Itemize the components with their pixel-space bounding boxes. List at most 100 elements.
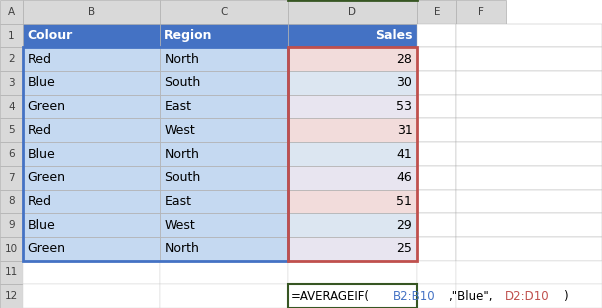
Bar xyxy=(160,95,288,119)
Bar xyxy=(456,166,602,189)
Text: E: E xyxy=(433,7,440,17)
Bar xyxy=(417,213,456,237)
Bar xyxy=(456,24,602,47)
Text: ): ) xyxy=(563,290,567,303)
Bar xyxy=(23,0,160,24)
Bar xyxy=(456,284,602,308)
Text: Green: Green xyxy=(28,100,66,113)
Bar xyxy=(417,166,456,189)
Bar xyxy=(0,284,23,308)
Bar xyxy=(417,261,456,284)
Text: West: West xyxy=(164,219,195,232)
Text: 7: 7 xyxy=(8,173,15,183)
Text: Red: Red xyxy=(28,124,52,137)
Text: 1: 1 xyxy=(8,30,15,41)
Text: 31: 31 xyxy=(397,124,412,137)
Text: 3: 3 xyxy=(8,78,15,88)
Text: Green: Green xyxy=(28,242,66,255)
Bar xyxy=(0,189,23,213)
Bar xyxy=(0,47,23,71)
Text: 12: 12 xyxy=(5,291,18,301)
Bar xyxy=(456,261,602,284)
Text: ,"Blue",: ,"Blue", xyxy=(448,290,492,303)
Bar xyxy=(456,71,602,95)
Bar xyxy=(417,237,456,261)
Bar xyxy=(417,189,456,213)
Bar xyxy=(288,0,417,24)
Bar xyxy=(288,166,417,189)
Text: Colour: Colour xyxy=(28,29,73,42)
Bar xyxy=(456,95,602,119)
Text: Red: Red xyxy=(28,195,52,208)
Text: 2: 2 xyxy=(8,54,15,64)
Text: 10: 10 xyxy=(5,244,18,254)
Bar xyxy=(288,189,417,213)
Bar xyxy=(288,71,417,95)
Text: Green: Green xyxy=(28,171,66,184)
Text: 51: 51 xyxy=(397,195,412,208)
Text: Blue: Blue xyxy=(28,148,55,160)
Bar xyxy=(417,24,456,47)
Bar xyxy=(160,24,288,47)
Bar xyxy=(0,213,23,237)
Text: 25: 25 xyxy=(397,242,412,255)
Text: South: South xyxy=(164,171,200,184)
Bar xyxy=(0,95,23,119)
Bar xyxy=(0,71,23,95)
Bar xyxy=(23,166,160,189)
Bar xyxy=(288,213,417,237)
Bar xyxy=(288,261,417,284)
Bar xyxy=(23,213,160,237)
Text: 9: 9 xyxy=(8,220,15,230)
Text: North: North xyxy=(164,53,199,66)
Bar xyxy=(456,213,602,237)
Bar xyxy=(0,237,23,261)
Bar xyxy=(0,261,23,284)
Bar xyxy=(456,47,602,71)
Bar xyxy=(0,24,23,47)
Bar xyxy=(160,213,288,237)
Text: D: D xyxy=(349,7,356,17)
Bar xyxy=(288,119,417,142)
Bar xyxy=(0,119,23,142)
Text: 4: 4 xyxy=(8,102,15,111)
Text: 30: 30 xyxy=(397,76,412,89)
Bar xyxy=(160,71,288,95)
Bar xyxy=(288,95,417,119)
Text: West: West xyxy=(164,124,195,137)
Bar xyxy=(160,142,288,166)
Bar xyxy=(23,47,288,261)
Bar xyxy=(23,284,160,308)
Text: =AVERAGEIF(: =AVERAGEIF( xyxy=(291,290,370,303)
Text: Blue: Blue xyxy=(28,76,55,89)
Text: North: North xyxy=(164,242,199,255)
Bar xyxy=(456,0,506,24)
Text: East: East xyxy=(164,100,191,113)
Text: 8: 8 xyxy=(8,197,15,206)
Text: 28: 28 xyxy=(397,53,412,66)
Text: C: C xyxy=(220,7,228,17)
Bar xyxy=(456,119,602,142)
Bar xyxy=(23,24,160,47)
Text: 46: 46 xyxy=(397,171,412,184)
Text: 29: 29 xyxy=(397,219,412,232)
Bar xyxy=(417,0,456,24)
Bar xyxy=(288,24,417,47)
Bar xyxy=(23,71,160,95)
Bar xyxy=(23,47,160,71)
Bar xyxy=(23,142,160,166)
Text: 53: 53 xyxy=(397,100,412,113)
Text: D2:D10: D2:D10 xyxy=(505,290,550,303)
Bar xyxy=(23,189,160,213)
Text: Sales: Sales xyxy=(375,29,412,42)
Bar xyxy=(160,237,288,261)
Text: 5: 5 xyxy=(8,125,15,135)
Text: B: B xyxy=(88,7,95,17)
Bar xyxy=(160,166,288,189)
Text: A: A xyxy=(8,7,15,17)
Bar xyxy=(160,119,288,142)
Bar xyxy=(417,142,456,166)
Text: Blue: Blue xyxy=(28,219,55,232)
Text: Region: Region xyxy=(164,29,213,42)
Bar xyxy=(160,261,288,284)
